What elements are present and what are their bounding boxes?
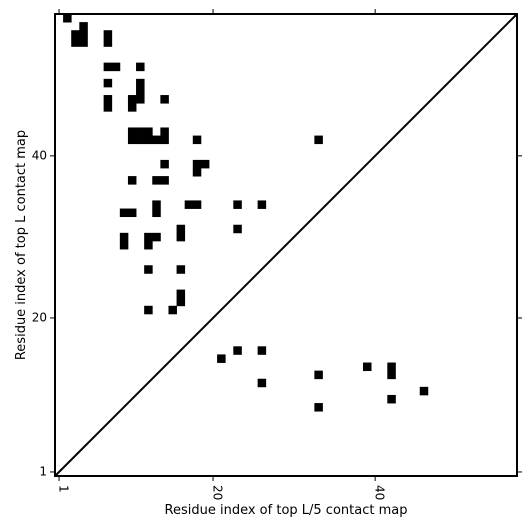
x-tick-label: 40 [373,485,387,500]
contact-cell-top-l [71,30,80,39]
contact-cell-top-l [136,95,145,104]
contact-cell-top-l5 [257,346,267,355]
contact-cell-top-l [160,135,169,145]
contact-cell-top-l5 [233,346,242,355]
contact-cell-top-l [152,176,161,185]
contact-cell-top-l [152,135,161,145]
plot-frame [54,13,518,477]
contact-cell-top-l [192,200,202,209]
contact-cell-top-l [79,30,88,39]
y-tick-label: 40 [32,148,47,162]
y-axis: 1 20 40 [32,148,522,478]
y-axis-title: Residue index of top L contact map [14,130,29,360]
contact-cell-top-l [103,38,113,47]
contact-cell-top-l [63,14,72,23]
contact-cell-top-l [152,208,161,218]
contact-cell-top-l [71,38,80,47]
contact-cell-top-l5 [419,386,429,396]
contact-cell-top-l [127,95,137,104]
contact-cell-top-l [152,200,161,209]
contact-cell-top-l [136,78,145,88]
contact-cell-top-l [314,135,323,145]
contact-cell-top-l5 [387,394,396,404]
contact-cell-top-l [136,127,145,136]
contact-cell-top-l [233,224,242,234]
contact-cell-top-l5 [314,403,323,412]
contact-cell-top-l [103,95,113,104]
contact-cell-top-l [152,232,161,242]
contact-cell-top-l [200,159,210,169]
contact-cell-top-l [144,265,153,274]
contact-cell-top-l [144,305,153,315]
contact-cell-top-l [144,127,153,136]
contact-cells [63,14,429,412]
contact-cell-top-l [136,135,145,145]
contact-cell-top-l [176,232,186,242]
y-tick-label: 20 [32,310,47,324]
contact-cell-top-l [136,62,145,72]
contact-cell-top-l [79,22,88,31]
contact-cell-top-l [127,208,137,218]
contact-cell-top-l [119,208,129,218]
contact-cell-top-l [127,127,137,136]
x-tick-label: 20 [211,485,225,500]
x-tick-label: 1 [57,485,71,493]
x-axis: 1 20 40 [57,9,387,500]
contact-cell-top-l5 [314,370,323,380]
contact-cell-top-l [184,200,194,209]
contact-cell-top-l [176,289,186,299]
contact-cell-top-l [144,135,153,145]
contact-cell-top-l [127,103,137,112]
contact-cell-top-l [127,176,137,185]
contact-cell-top-l [144,232,153,242]
contact-cell-top-l [103,30,113,39]
contact-cell-top-l [176,297,186,307]
diagonal-line [54,13,518,477]
contact-cell-top-l [119,232,129,242]
x-axis-title: Residue index of top L/5 contact map [165,503,408,518]
contact-cell-top-l [233,200,242,209]
y-tick-label: 1 [39,464,47,478]
contact-cell-top-l [144,240,153,250]
contact-cell-top-l [111,62,121,72]
contact-cell-top-l [103,78,113,88]
contact-cell-top-l5 [387,362,396,372]
contact-cell-top-l [160,159,169,169]
contact-cell-top-l [103,103,113,112]
contact-cell-top-l [257,200,267,209]
contact-cell-top-l5 [363,362,372,372]
contact-cell-top-l [160,176,169,185]
contact-cell-top-l [119,240,129,250]
contact-cell-top-l [103,62,113,72]
contact-cell-top-l [192,135,202,145]
contact-cell-top-l5 [257,378,267,388]
contact-cell-top-l [192,168,202,177]
contact-cell-top-l5 [217,354,226,363]
contact-cell-top-l [79,38,88,47]
contact-cell-top-l5 [387,370,396,380]
contact-cell-top-l [176,224,186,234]
contact-cell-top-l [136,86,145,96]
contact-cell-top-l [160,95,169,104]
contact-cell-top-l [168,305,177,315]
contact-cell-top-l [127,135,137,145]
contact-cell-top-l [160,127,169,136]
contact-cell-top-l [192,159,202,169]
contact-cell-top-l [176,265,186,274]
